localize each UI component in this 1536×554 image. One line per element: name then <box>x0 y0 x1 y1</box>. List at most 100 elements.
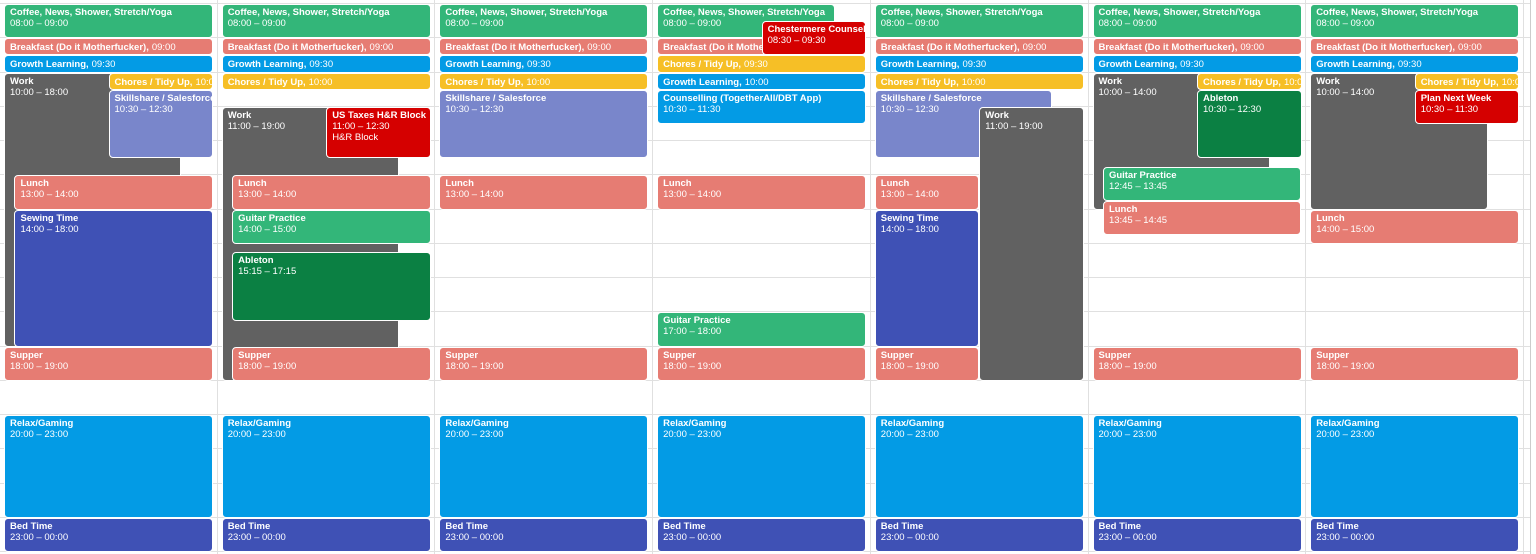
calendar-event[interactable]: Coffee, News, Shower, Stretch/Yoga 08:00 … <box>874 4 1084 39</box>
event-time: 10:00 <box>1283 76 1301 88</box>
event-title: Relax/Gaming <box>445 418 509 429</box>
event-time: 10:00 <box>195 76 212 88</box>
calendar-event[interactable]: Breakfast (Do it Motherfucker),09:00 <box>439 38 649 56</box>
calendar-event[interactable]: Breakfast (Do it Motherfucker),09:00 <box>1310 38 1520 56</box>
calendar-event[interactable]: Guitar Practice 14:00 – 15:00 <box>232 209 431 244</box>
calendar-event[interactable]: Breakfast (Do it Motherfucker),09:00 <box>1092 38 1302 56</box>
calendar-event[interactable]: Guitar Practice 12:45 – 13:45 <box>1102 166 1302 201</box>
event-time: 14:00 – 18:00 <box>20 223 79 235</box>
calendar-event[interactable]: Work 11:00 – 19:00 <box>979 106 1084 381</box>
calendar-event[interactable]: Chores / Tidy Up,10:00 <box>439 72 649 90</box>
calendar-event[interactable]: Bed Time 23:00 – 00:00 <box>874 517 1084 552</box>
event-title: Chores / Tidy Up, <box>227 76 306 88</box>
event-line: Breakfast (Do it Motherfucker),09:00 <box>881 42 1078 53</box>
calendar-event[interactable]: Growth Learning, 10:00 <box>657 72 867 90</box>
calendar-event[interactable]: Growth Learning, 09:30 <box>874 55 1084 73</box>
calendar-event[interactable]: Relax/Gaming 20:00 – 23:00 <box>874 415 1084 518</box>
calendar-event[interactable]: Bed Time 23:00 – 00:00 <box>1092 517 1302 552</box>
calendar-event[interactable]: Growth Learning, 09:30 <box>1092 55 1302 73</box>
calendar-event[interactable]: Bed Time 23:00 – 00:00 <box>221 517 431 552</box>
calendar-event[interactable]: Lunch 13:00 – 14:00 <box>657 175 867 210</box>
calendar-event[interactable]: Supper 18:00 – 19:00 <box>657 346 867 381</box>
calendar-event[interactable]: Ableton 15:15 – 17:15 <box>232 252 431 321</box>
event-time: 13:45 – 14:45 <box>1108 214 1168 226</box>
calendar-event[interactable]: Supper 18:00 – 19:00 <box>439 346 649 381</box>
event-title: Supper <box>663 349 696 361</box>
calendar-event[interactable]: Sewing Time 14:00 – 18:00 <box>874 209 980 347</box>
event-title: Growth Learning, <box>227 59 307 71</box>
calendar-event[interactable]: Relax/Gaming 20:00 – 23:00 <box>4 415 213 518</box>
event-time: 09:30 <box>962 59 987 71</box>
event-title: Guitar Practice <box>238 212 306 224</box>
calendar-event[interactable]: Breakfast (Do it Motherfucker),09:00 <box>874 38 1084 56</box>
calendar-event[interactable]: Chores / Tidy Up,10:00 <box>1197 72 1302 90</box>
calendar-event[interactable]: Breakfast (Do it Motherfucker),09:00 <box>221 38 431 56</box>
calendar-event[interactable]: Chestermere Counseling08:30 – 09:30 <box>761 21 867 56</box>
event-time: 20:00 – 23:00 <box>880 429 939 440</box>
calendar-event[interactable]: Plan Next Week 10:30 – 11:30 <box>1414 89 1520 124</box>
calendar-event[interactable]: Counselling (TogetherAll/DBT App) 10:30 –… <box>657 89 867 124</box>
calendar-event[interactable]: Coffee, News, Shower, Stretch/Yoga 08:00 … <box>221 4 431 39</box>
calendar-event[interactable]: Bed Time 23:00 – 00:00 <box>4 517 213 552</box>
calendar-event[interactable]: Coffee, News, Shower, Stretch/Yoga 08:00 … <box>1092 4 1302 39</box>
event-time: 23:00 – 00:00 <box>1098 531 1157 543</box>
event-title: Guitar Practice <box>1108 169 1177 181</box>
calendar-event[interactable]: Coffee, News, Shower, Stretch/Yoga 08:00 … <box>4 4 213 39</box>
calendar-event[interactable]: Relax/Gaming 20:00 – 23:00 <box>221 415 431 518</box>
calendar-event[interactable]: Growth Learning, 09:30 <box>221 55 431 73</box>
event-line: Breakfast (Do it Motherfucker),09:00 <box>445 42 642 53</box>
calendar-event[interactable]: US Taxes H&R Block 11:00 – 12:30 H&R Block <box>326 106 431 159</box>
event-title: Lunch <box>880 178 910 190</box>
calendar-event[interactable]: Relax/Gaming 20:00 – 23:00 <box>439 415 649 518</box>
calendar-event[interactable]: Growth Learning, 09:30 <box>1310 55 1520 73</box>
event-title: Sewing Time <box>20 212 79 224</box>
calendar-event[interactable]: Lunch 13:00 – 14:00 <box>232 175 431 210</box>
calendar-event[interactable]: Sewing Time 14:00 – 18:00 <box>14 209 213 347</box>
event-title: Work <box>227 109 252 121</box>
calendar-event[interactable]: Relax/Gaming 20:00 – 23:00 <box>657 415 867 518</box>
calendar-event[interactable]: Lunch 13:00 – 14:00 <box>14 175 213 210</box>
calendar-event[interactable]: Bed Time 23:00 – 00:00 <box>1310 517 1520 552</box>
event-title: Supper <box>1316 349 1349 361</box>
event-line: Growth Learning, 09:30 <box>445 59 642 70</box>
event-time: 10:00 <box>308 76 333 88</box>
calendar-event[interactable]: Bed Time 23:00 – 00:00 <box>657 517 867 552</box>
event-title: Chores / Tidy Up, <box>1203 76 1281 88</box>
event-title: Growth Learning, <box>1316 59 1395 71</box>
calendar-event[interactable]: Skillshare / Salesforce 10:30 – 12:30 <box>439 89 649 159</box>
calendar-event[interactable]: Lunch 13:00 – 14:00 <box>874 175 980 210</box>
calendar-event[interactable]: Ableton 10:30 – 12:30 <box>1197 89 1302 159</box>
calendar-event[interactable]: Skillshare / Salesforce 10:30 – 12:30 <box>108 89 213 159</box>
calendar-event[interactable]: Relax/Gaming 20:00 – 23:00 <box>1092 415 1302 518</box>
event-title: Bed Time <box>445 520 488 532</box>
calendar-event[interactable]: Bed Time 23:00 – 00:00 <box>439 517 649 552</box>
event-line: Growth Learning, 09:30 <box>1099 59 1296 70</box>
calendar-event[interactable]: Chores / Tidy Up,10:00 <box>874 72 1084 90</box>
event-title: Relax/Gaming <box>1316 418 1380 429</box>
calendar-event[interactable]: Growth Learning, 09:30 <box>4 55 213 73</box>
calendar-event[interactable]: Growth Learning, 09:30 <box>439 55 649 73</box>
calendar-event[interactable]: Breakfast (Do it Motherfucker),09:00 <box>4 38 213 56</box>
calendar-event[interactable]: Coffee, News, Shower, Stretch/Yoga 08:00 … <box>1310 4 1520 39</box>
calendar-event[interactable]: Supper 18:00 – 19:00 <box>4 346 213 381</box>
calendar-event[interactable]: Supper 18:00 – 19:00 <box>874 346 980 381</box>
calendar-event[interactable]: Lunch 14:00 – 15:00 <box>1310 209 1520 244</box>
calendar-event[interactable]: Supper 18:00 – 19:00 <box>1092 346 1302 381</box>
calendar-event[interactable]: Supper 18:00 – 19:00 <box>1310 346 1520 381</box>
event-time: 08:00 – 09:00 <box>1316 18 1375 29</box>
calendar-event[interactable]: Coffee, News, Shower, Stretch/Yoga 08:00 … <box>439 4 649 39</box>
event-time: 10:30 – 12:30 <box>880 103 939 115</box>
event-title: Supper <box>445 349 479 361</box>
calendar-event[interactable]: Chores / Tidy Up,10:00 <box>1414 72 1520 90</box>
calendar-event[interactable]: Guitar Practice 17:00 – 18:00 <box>657 312 867 347</box>
calendar-event[interactable]: Chores / Tidy Up,10:00 <box>221 72 431 90</box>
event-title: Coffee, News, Shower, Stretch/Yoga <box>880 7 1043 18</box>
calendar-event[interactable]: Lunch 13:00 – 14:00 <box>439 175 649 210</box>
event-title: Breakfast (Do it Motherfucker), <box>445 42 585 54</box>
event-title: Ableton <box>238 255 274 267</box>
calendar-event[interactable]: Lunch 13:45 – 14:45 <box>1102 200 1302 236</box>
calendar-event[interactable]: Chores / Tidy Up,10:00 <box>108 72 213 90</box>
calendar-event[interactable]: Supper 18:00 – 19:00 <box>232 346 431 381</box>
calendar-event[interactable]: Chores / Tidy Up, 09:30 <box>657 55 867 73</box>
calendar-event[interactable]: Relax/Gaming 20:00 – 23:00 <box>1310 415 1520 518</box>
